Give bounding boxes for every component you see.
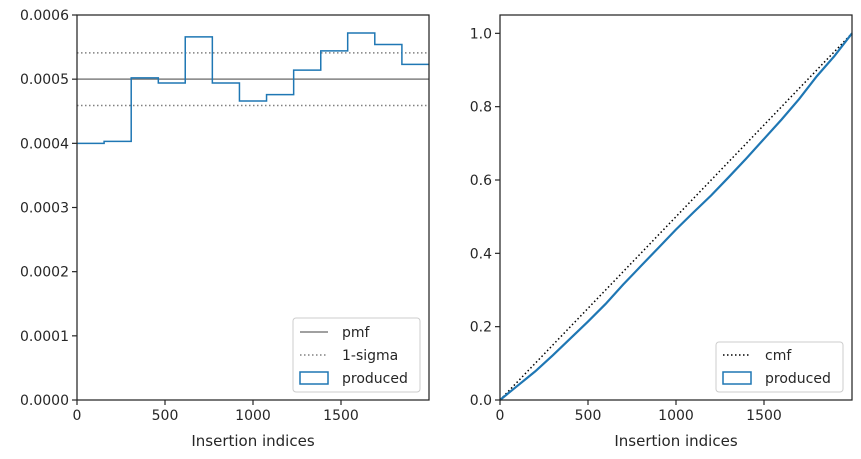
y-tick-label: 0.0001 [20, 329, 69, 345]
x-tick-label: 0 [73, 408, 82, 424]
left-x-axis-label: Insertion indices [191, 432, 314, 450]
x-tick-label: 1500 [746, 408, 782, 424]
cmf-line [499, 32, 853, 401]
y-tick-label: 0.0002 [20, 265, 69, 281]
y-tick-label: 0.2 [470, 320, 492, 336]
x-tick-label: 0 [496, 408, 505, 424]
legend-produced-swatch [299, 371, 329, 385]
legend-pmf-label: pmf [342, 325, 371, 341]
right-legend: cmf produced [715, 341, 844, 393]
y-tick-label: 0.0000 [20, 393, 69, 409]
legend-produced-swatch-right [722, 371, 752, 385]
x-tick-label: 1500 [323, 408, 359, 424]
y-tick-label: 0.4 [470, 246, 492, 262]
y-tick-label: 0.0 [470, 393, 492, 409]
y-tick-label: 0.0005 [20, 72, 69, 88]
y-tick-label: 1.0 [470, 26, 492, 42]
left-legend: pmf 1-sigma produced [292, 317, 421, 393]
right-x-axis-label: Insertion indices [614, 432, 737, 450]
y-tick-label: 0.0006 [20, 8, 69, 24]
y-tick-label: 0.0003 [20, 201, 69, 217]
y-tick-label: 0.8 [470, 100, 492, 116]
produced-cumulative-line [499, 32, 853, 401]
x-tick-label: 500 [575, 408, 602, 424]
x-tick-label: 1000 [658, 408, 694, 424]
left-chart: 0 500 1000 1500 0.0000 0.0001 0.0002 0.0003 0.00… [20, 8, 430, 450]
x-tick-label: 1000 [235, 408, 271, 424]
x-tick-label: 500 [152, 408, 179, 424]
legend-1sigma-label: 1-sigma [342, 348, 398, 364]
y-tick-label: 0.0004 [20, 136, 69, 152]
produced-histogram-step [77, 32, 429, 145]
right-chart: 0 500 1000 1500 0.0 0.2 0.4 0.6 0.8 1.0 Insertion… [470, 14, 853, 450]
y-tick-label: 0.6 [470, 173, 492, 189]
left-legend-box [292, 317, 421, 393]
legend-produced-label-right: produced [765, 371, 831, 387]
legend-produced-label: produced [342, 371, 408, 387]
legend-cmf-label: cmf [765, 348, 792, 364]
